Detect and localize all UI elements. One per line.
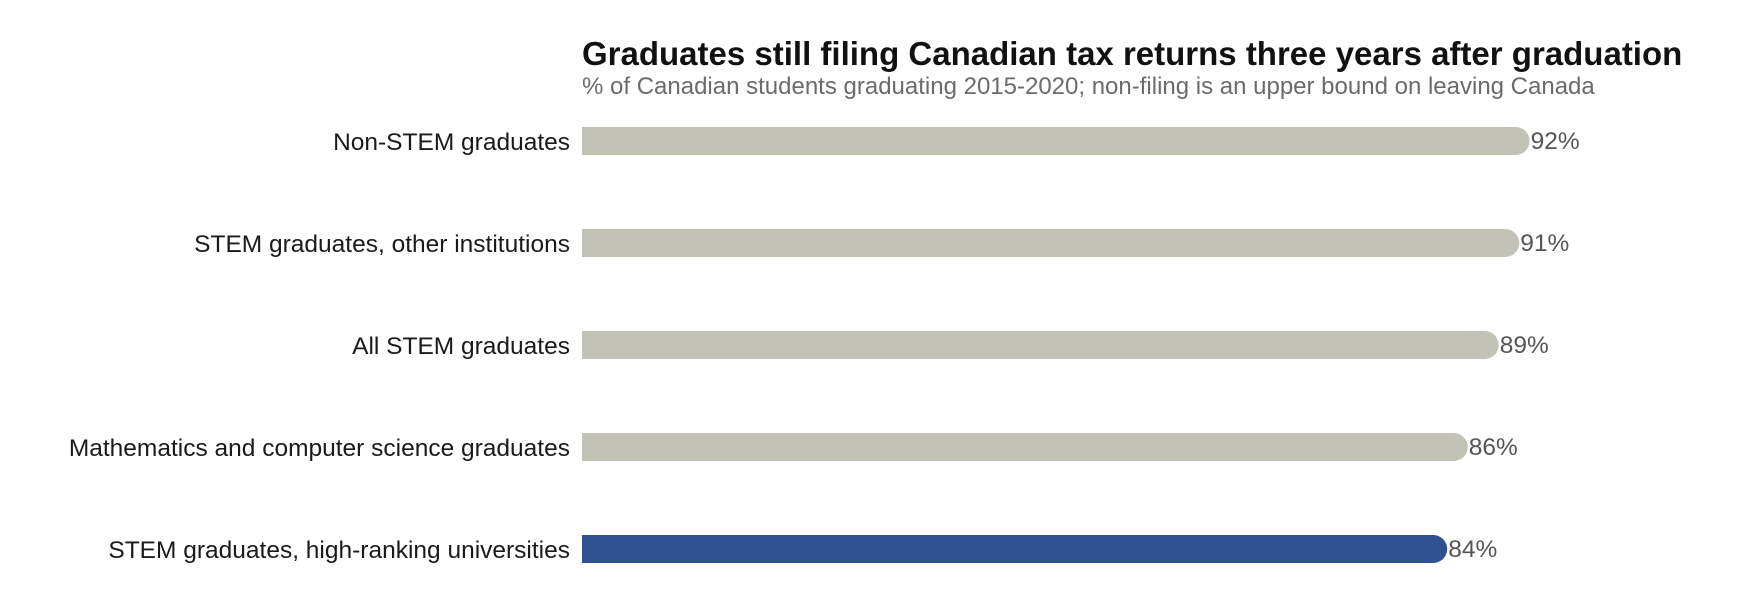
value-label: 91% [1520,230,1569,257]
bars-group: Non-STEM graduates 92% STEM graduates, oth… [69,127,1580,564]
value-label: 84% [1448,536,1497,563]
chart-title: Graduates still filing Canadian tax retu… [582,35,1682,72]
value-label: 92% [1531,128,1580,155]
category-label: All STEM graduates [352,333,570,360]
category-label: Mathematics and computer science graduat… [69,435,570,462]
bar [582,535,1448,563]
bar [582,433,1468,461]
bar [582,331,1499,359]
category-label: Non-STEM graduates [333,129,570,156]
value-label: 86% [1469,434,1518,461]
value-label: 89% [1500,332,1549,359]
category-label: STEM graduates, other institutions [194,231,570,258]
bar [582,229,1520,257]
bar [582,127,1530,155]
category-label: STEM graduates, high-ranking universitie… [108,537,570,564]
chart-subtitle: % of Canadian students graduating 2015-2… [582,73,1595,100]
